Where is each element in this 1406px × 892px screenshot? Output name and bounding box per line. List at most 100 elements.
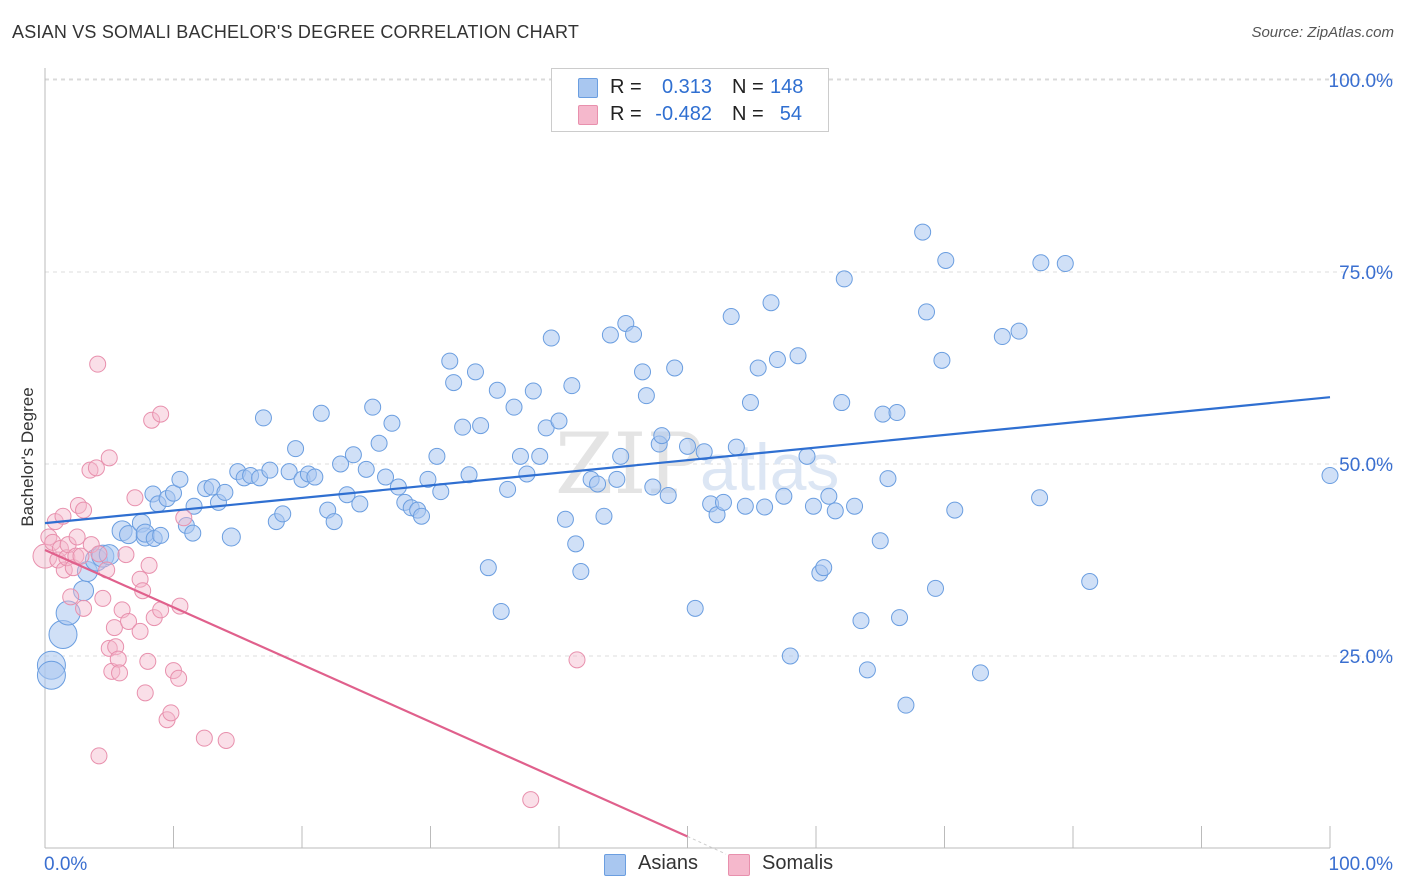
data-point-asians [524, 382, 542, 400]
data-point-asians [432, 483, 450, 501]
data-point-asians [312, 404, 330, 422]
data-point-asians [736, 497, 754, 515]
legend-n-label: N = [732, 103, 764, 125]
legend-r-label: R = [610, 103, 642, 125]
data-point-asians [287, 440, 305, 458]
data-point-asians [351, 495, 369, 513]
data-point-asians [445, 374, 463, 392]
data-point-somalis [75, 501, 93, 519]
source-label: Source: ZipAtlas.com [1251, 24, 1394, 41]
data-point-somalis [131, 622, 149, 640]
trend-line-asians [44, 396, 1331, 525]
legend-swatch-asians [578, 78, 598, 98]
data-point-somalis [90, 747, 108, 765]
data-point-asians [762, 294, 780, 312]
data-point-somalis [109, 650, 127, 668]
data-point-asians [858, 661, 876, 679]
trend-line-somalis [44, 549, 688, 838]
legend-r-label: R = [610, 76, 642, 98]
data-point-asians [768, 351, 786, 369]
data-point-asians [454, 418, 472, 436]
data-point-somalis [522, 791, 540, 809]
data-point-asians [171, 470, 189, 488]
y-tick-label: 100.0% [1329, 71, 1394, 92]
data-point-somalis [152, 405, 170, 423]
data-point-asians [499, 480, 517, 498]
data-point-asians [274, 505, 292, 523]
data-point-asians [601, 326, 619, 344]
data-point-asians [488, 381, 506, 399]
data-point-asians [971, 664, 989, 682]
watermark-atlas: atlas [700, 430, 839, 504]
data-point-asians [377, 468, 395, 486]
data-point-asians [306, 468, 324, 486]
data-point-asians [897, 696, 915, 714]
data-point-asians [413, 507, 431, 525]
data-point-somalis [170, 669, 188, 687]
legend-row-somalis: R = -0.482 N = 54 [552, 100, 828, 128]
data-point-asians [637, 387, 655, 405]
series-somalis [32, 355, 586, 809]
data-point-somalis [136, 684, 154, 702]
data-point-asians [659, 486, 677, 504]
data-point-asians [666, 359, 684, 377]
data-point-somalis [68, 528, 86, 546]
data-point-asians [835, 270, 853, 288]
data-point-asians [888, 404, 906, 422]
data-point-somalis [62, 588, 80, 606]
data-point-asians [364, 398, 382, 416]
legend-n-label: N = [732, 76, 764, 98]
data-point-asians [36, 660, 66, 690]
data-point-asians [756, 498, 774, 516]
data-point-asians [466, 363, 484, 381]
data-point-asians [492, 602, 510, 620]
data-point-asians [479, 559, 497, 577]
series-asians [36, 223, 1339, 714]
data-point-asians [804, 497, 822, 515]
data-point-asians [722, 308, 740, 326]
y-tick-label: 50.0% [1339, 455, 1393, 476]
data-point-asians [152, 526, 170, 544]
data-point-asians [518, 465, 536, 483]
data-point-asians [820, 487, 838, 505]
data-point-asians [505, 398, 523, 416]
legend-n-value: 148 [770, 76, 804, 98]
data-point-asians [254, 409, 272, 427]
data-point-asians [261, 461, 279, 479]
data-point-somalis [175, 509, 193, 527]
data-point-asians [441, 352, 459, 370]
data-point-somalis [126, 489, 144, 507]
legend-row-asians: R = 0.313 N = 148 [552, 73, 828, 101]
data-point-asians [679, 437, 696, 455]
data-point-somalis [140, 556, 158, 574]
series-legend: Asians Somalis [0, 852, 1406, 878]
data-point-somalis [120, 612, 138, 630]
data-point-asians [789, 347, 807, 365]
data-point-asians [370, 434, 388, 452]
x-tick-label: 100.0% [1329, 854, 1394, 875]
data-point-asians [653, 427, 671, 445]
data-point-asians [184, 524, 202, 542]
data-point-asians [879, 470, 897, 488]
y-tick-labels: 25.0% 50.0% 75.0% 100.0% [1329, 71, 1394, 668]
data-point-asians [280, 463, 298, 481]
data-point-somalis [81, 461, 99, 479]
data-point-asians [556, 510, 574, 528]
data-point-somalis [143, 411, 161, 429]
data-point-asians [927, 579, 945, 597]
data-point-somalis [87, 459, 105, 477]
data-point-somalis [195, 729, 213, 747]
data-point-asians [874, 405, 892, 423]
axes [44, 68, 1331, 849]
y-tick-label: 75.0% [1339, 263, 1393, 284]
data-point-asians [216, 483, 234, 501]
data-point-asians [55, 600, 81, 626]
legend-label-somalis: Somalis [762, 852, 834, 874]
x-tick-labels: 0.0% 100.0% [44, 854, 1393, 875]
data-point-asians [781, 647, 799, 665]
data-point-asians [48, 619, 78, 649]
data-point-asians [1031, 489, 1049, 507]
watermark-zip: ZIP [555, 415, 703, 513]
data-point-asians [531, 447, 549, 465]
